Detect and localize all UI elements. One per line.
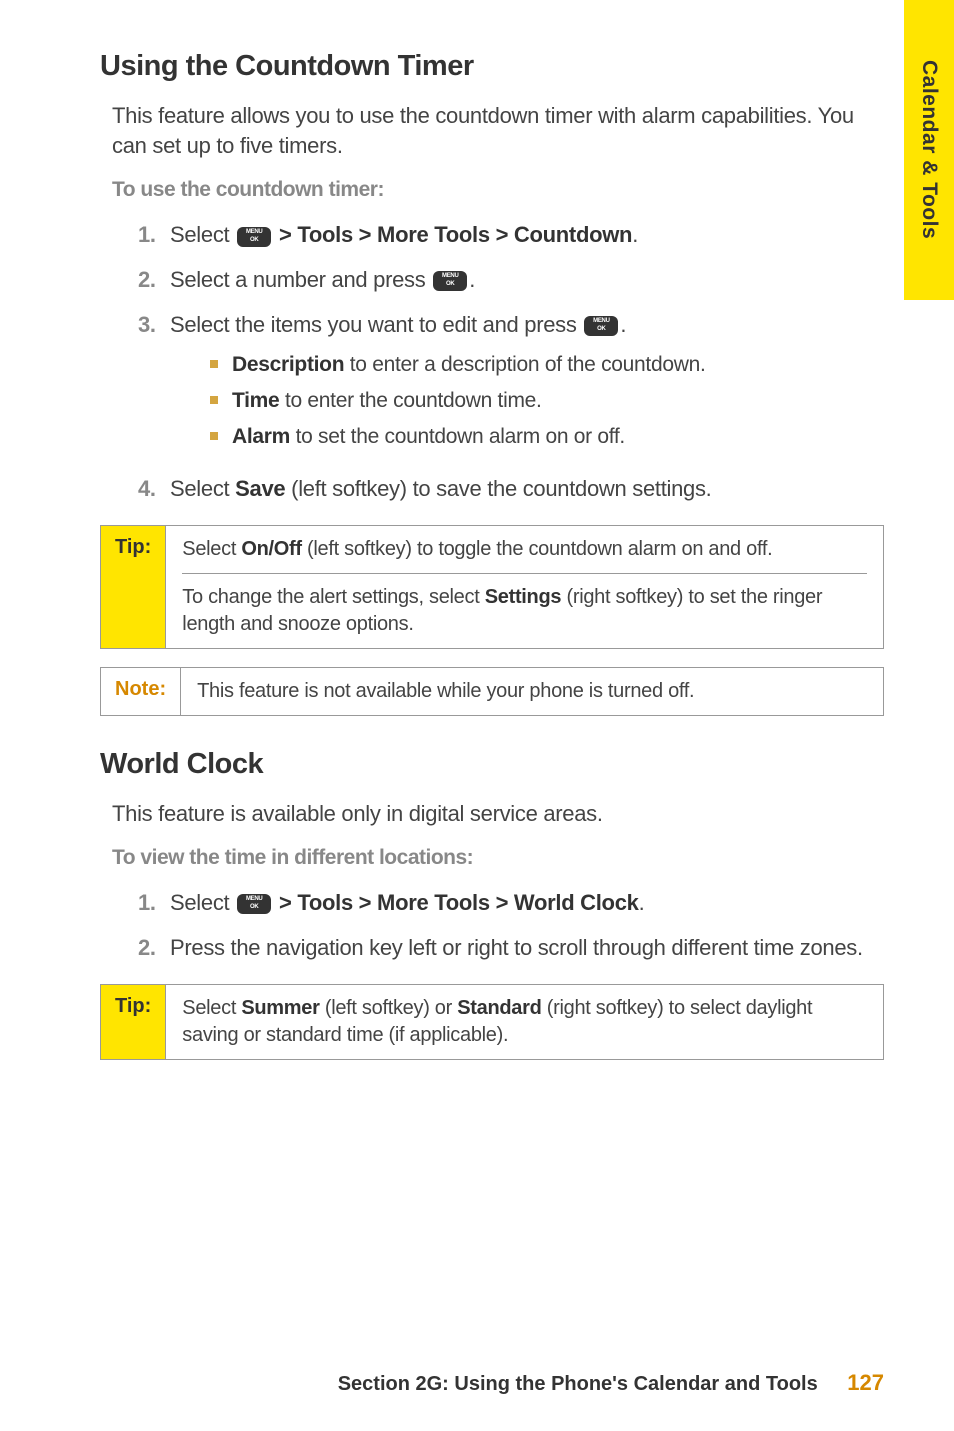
footer-text: Section 2G: Using the Phone's Calendar a… [338, 1373, 818, 1395]
section-title-countdown: Using the Countdown Timer [100, 50, 884, 83]
text: (left softkey) to toggle the countdown a… [302, 538, 773, 560]
step-number: 4. [138, 474, 170, 505]
text: Select [170, 476, 235, 501]
steps-list: 1. Select > Tools > More Tools > World C… [138, 888, 884, 964]
bullet-icon [210, 360, 218, 368]
subitem: Time to enter the countdown time. [210, 387, 884, 415]
bold: On/Off [241, 538, 301, 560]
callout-row: Note: This feature is not available whil… [101, 668, 883, 715]
step-number: 1. [138, 888, 170, 919]
step-content: Select > Tools > More Tools > Countdown. [170, 220, 884, 251]
text: Select [170, 222, 235, 247]
text: Select [170, 890, 235, 915]
text: Select [182, 997, 241, 1019]
bold: Standard [457, 997, 541, 1019]
step-1: 1. Select > Tools > More Tools > World C… [138, 888, 884, 919]
callout-row: Tip: Select Summer (left softkey) or Sta… [101, 985, 883, 1059]
steps-list: 1. Select > Tools > More Tools > Countdo… [138, 220, 884, 504]
bold: Description [232, 353, 344, 376]
intro-text: This feature allows you to use the count… [112, 101, 884, 160]
text: to set the countdown alarm on or off. [290, 425, 625, 448]
text: Select a number and press [170, 267, 431, 292]
subitem-text: Description to enter a description of th… [232, 351, 706, 379]
bold: Alarm [232, 425, 290, 448]
text: to enter a description of the countdown. [344, 353, 705, 376]
step-content: Select Save (left softkey) to save the c… [170, 474, 884, 505]
bold: Summer [241, 997, 319, 1019]
bold-path: > Tools > More Tools > World Clock [273, 890, 638, 915]
tip-content: To change the alert settings, select Set… [166, 574, 883, 648]
bullet-icon [210, 432, 218, 440]
subitem: Description to enter a description of th… [210, 351, 884, 379]
bold: Settings [485, 586, 562, 608]
text: . [620, 312, 626, 337]
menu-ok-icon [433, 271, 467, 291]
text: Select the items you want to edit and pr… [170, 312, 582, 337]
tip-box: Tip: Select Summer (left softkey) or Sta… [100, 984, 884, 1060]
subhead: To use the countdown timer: [112, 178, 884, 202]
step-content: Select a number and press . [170, 265, 884, 296]
step-2: 2. Select a number and press . [138, 265, 884, 296]
text: to enter the countdown time. [279, 389, 541, 412]
tip-label: Tip: [101, 985, 166, 1059]
step-number: 1. [138, 220, 170, 251]
subitem-text: Alarm to set the countdown alarm on or o… [232, 423, 625, 451]
note-box: Note: This feature is not available whil… [100, 667, 884, 716]
menu-ok-icon [584, 316, 618, 336]
text: (left softkey) to save the countdown set… [285, 476, 711, 501]
step-3: 3. Select the items you want to edit and… [138, 310, 884, 460]
step-content: Select > Tools > More Tools > World Cloc… [170, 888, 884, 919]
text: . [639, 890, 645, 915]
bold: Save [235, 476, 285, 501]
side-tab: Calendar & Tools [904, 0, 954, 300]
section-title-worldclock: World Clock [100, 748, 884, 781]
text: (left softkey) or [320, 997, 458, 1019]
intro-text: This feature is available only in digita… [112, 799, 884, 829]
subitem-text: Time to enter the countdown time. [232, 387, 542, 415]
callout-row: Tip: Select On/Off (left softkey) to tog… [101, 526, 883, 648]
step-4: 4. Select Save (left softkey) to save th… [138, 474, 884, 505]
tip-content: Select Summer (left softkey) or Standard… [166, 985, 883, 1059]
tip-label: Tip: [101, 526, 166, 648]
note-content: This feature is not available while your… [181, 668, 883, 715]
step-1: 1. Select > Tools > More Tools > Countdo… [138, 220, 884, 251]
sublist: Description to enter a description of th… [210, 351, 884, 452]
text: Select [182, 538, 241, 560]
step-content: Press the navigation key left or right t… [170, 933, 884, 964]
step-number: 3. [138, 310, 170, 460]
step-2: 2. Press the navigation key left or righ… [138, 933, 884, 964]
step-number: 2. [138, 933, 170, 964]
menu-ok-icon [237, 227, 271, 247]
text: . [632, 222, 638, 247]
text: To change the alert settings, select [182, 586, 484, 608]
subhead: To view the time in different locations: [112, 846, 884, 870]
step-content: Select the items you want to edit and pr… [170, 310, 884, 460]
text: . [469, 267, 475, 292]
subitem: Alarm to set the countdown alarm on or o… [210, 423, 884, 451]
bold-path: > Tools > More Tools > Countdown [273, 222, 632, 247]
tip-content: Select On/Off (left softkey) to toggle t… [166, 526, 883, 573]
bold: Time [232, 389, 279, 412]
bullet-icon [210, 396, 218, 404]
side-tab-label: Calendar & Tools [917, 60, 941, 239]
tip-content-wrap: Select On/Off (left softkey) to toggle t… [166, 526, 883, 648]
page-footer: Section 2G: Using the Phone's Calendar a… [0, 1370, 884, 1396]
step-number: 2. [138, 265, 170, 296]
tip-box: Tip: Select On/Off (left softkey) to tog… [100, 525, 884, 649]
menu-ok-icon [237, 894, 271, 914]
note-label: Note: [101, 668, 181, 715]
page-number: 127 [847, 1370, 884, 1395]
